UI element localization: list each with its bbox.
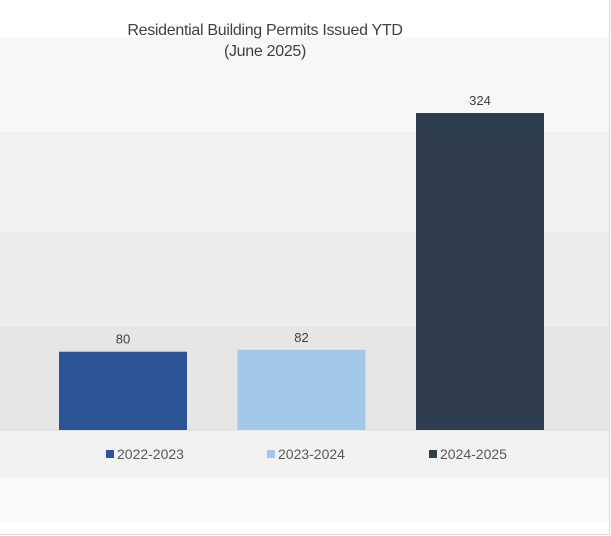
legend-swatch (429, 450, 437, 458)
background-band (0, 477, 609, 522)
data-label-2024-2025: 324 (469, 93, 491, 108)
chart-title-text: Residential Building Permits Issued YTD (127, 22, 403, 39)
bar-2022-2023 (59, 351, 187, 430)
legend-swatch (106, 450, 114, 458)
data-label-2022-2023: 80 (116, 332, 130, 347)
legend-item-2022-2023: 2022-2023 (106, 446, 184, 462)
bar-2023-2024 (237, 349, 366, 430)
data-label-2023-2024: 82 (294, 330, 308, 345)
background-band (0, 430, 609, 477)
legend-item-2024-2025: 2024-2025 (429, 446, 507, 462)
legend-item-2023-2024: 2023-2024 (267, 446, 345, 462)
bar-2024-2025 (416, 113, 544, 430)
chart-subtitle-text: (June 2025) (223, 43, 307, 60)
legend-label: 2022-2023 (117, 446, 184, 462)
chart-title: Residential Building Permits Issued YTD … (0, 20, 530, 62)
legend-swatch (267, 450, 275, 458)
chart-legend: 2022-2023 2023-2024 2024-2025 (0, 446, 609, 466)
legend-label: 2023-2024 (278, 446, 345, 462)
legend-label: 2024-2025 (440, 446, 507, 462)
bar-plot: 80 82 324 (0, 93, 609, 431)
